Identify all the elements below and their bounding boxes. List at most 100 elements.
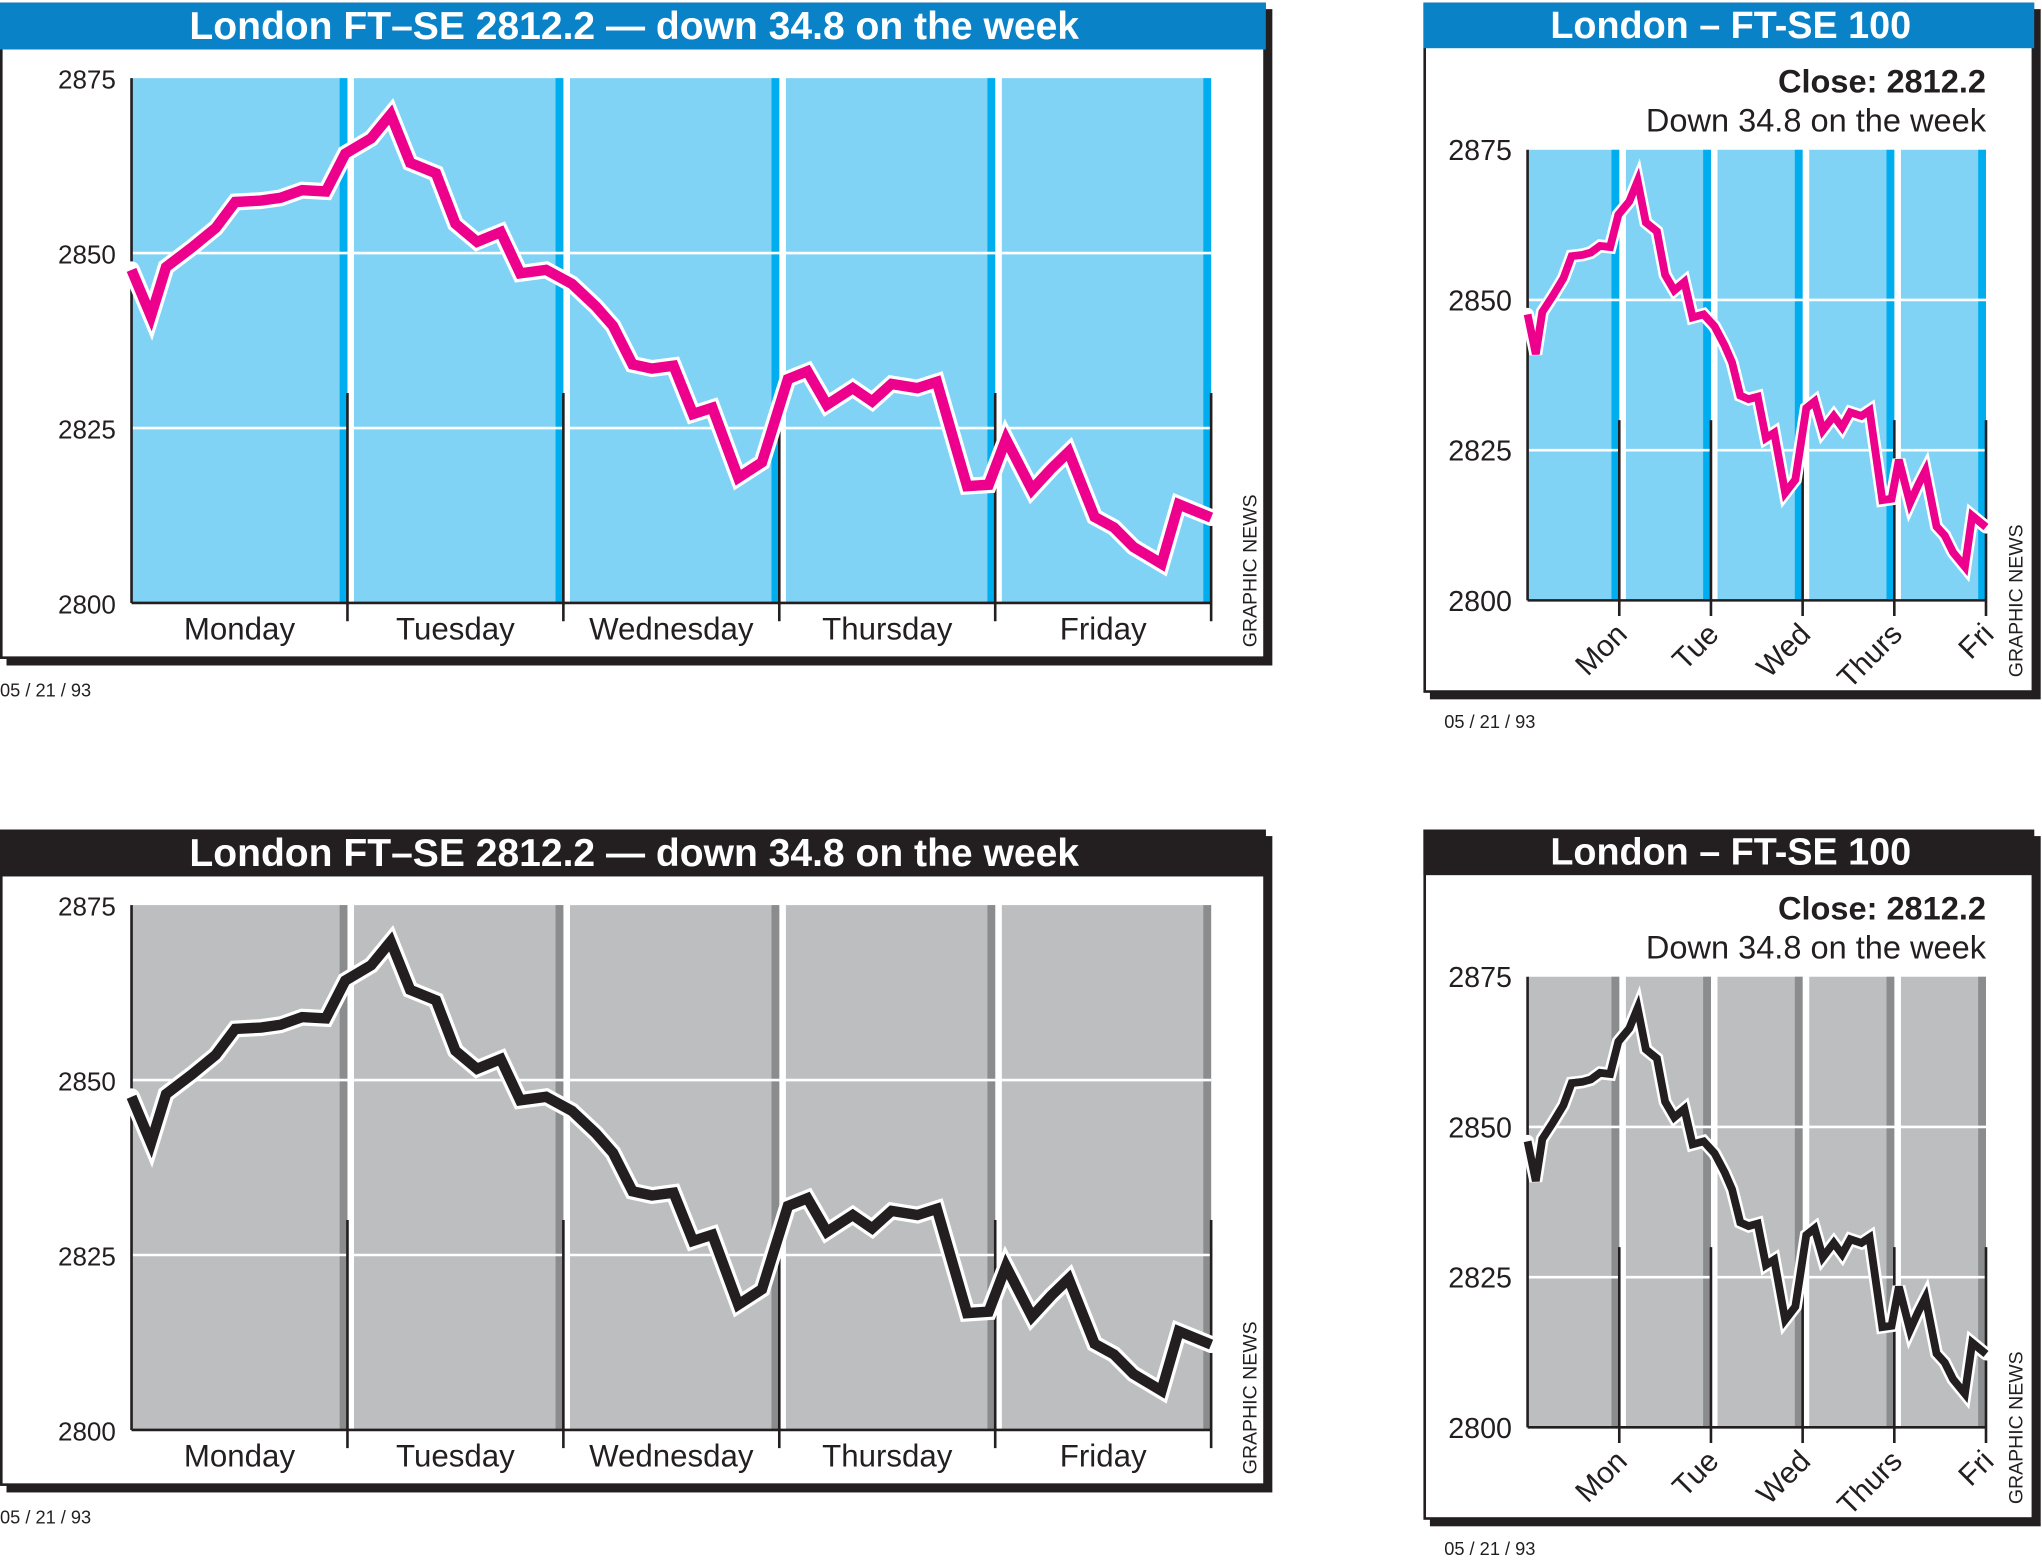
- day-end-strip: [1794, 976, 1803, 1428]
- day-gap: [1620, 149, 1626, 601]
- day-gap: [1895, 149, 1901, 601]
- credit-label: GRAPHIC NEWS: [2005, 1351, 2027, 1504]
- day-column: [1809, 149, 1895, 601]
- day-end-strip: [1978, 149, 1987, 601]
- credit-label: GRAPHIC NEWS: [1240, 494, 1262, 647]
- day-gap: [996, 905, 1002, 1430]
- date-label: 05 / 21 / 93: [1444, 711, 1535, 732]
- day-column: [785, 78, 996, 603]
- y-tick-label: 2850: [58, 1066, 116, 1096]
- day-end-strip: [987, 905, 996, 1430]
- day-end-strip: [1203, 78, 1212, 603]
- day-gap: [1620, 976, 1626, 1428]
- day-gap: [780, 78, 786, 603]
- y-tick-label: 2800: [58, 589, 116, 619]
- day-gap: [996, 78, 1002, 603]
- y-tick-label: 2875: [58, 892, 116, 922]
- date-label: 05 / 21 / 93: [1444, 1538, 1535, 1559]
- weekly-change: Down 34.8 on the week: [1646, 103, 1987, 139]
- day-column: [569, 78, 780, 603]
- y-tick-label: 2850: [1448, 1112, 1512, 1144]
- y-tick-label: 2875: [1448, 135, 1512, 167]
- x-category-label: Friday: [1060, 1438, 1147, 1473]
- chart-mono-narrow: London – FT-SE 100 Close: 2812.2 Down 34.8…: [1423, 829, 2041, 1559]
- day-column: [131, 78, 348, 603]
- y-tick-label: 2800: [1448, 1413, 1512, 1445]
- y-tick-label: 2875: [1448, 962, 1512, 994]
- chart-title: London FT–SE 2812.2 — down 34.8 on the w…: [189, 832, 1079, 875]
- day-gap: [348, 905, 354, 1430]
- day-end-strip: [1794, 149, 1803, 601]
- title-bar: [0, 2, 1266, 50]
- credit-label: GRAPHIC NEWS: [2005, 524, 2027, 677]
- x-category-label: Wednesday: [589, 1438, 754, 1473]
- y-tick-label: 2850: [58, 240, 116, 270]
- day-column: [131, 905, 348, 1430]
- x-category-label: Tuesday: [396, 611, 515, 646]
- y-tick-label: 2825: [1448, 1263, 1512, 1295]
- day-gap: [564, 78, 570, 603]
- day-end-strip: [1611, 976, 1620, 1428]
- date-label: 05 / 21 / 93: [0, 680, 91, 701]
- day-end-strip: [1203, 905, 1212, 1430]
- day-end-strip: [1978, 976, 1987, 1428]
- day-end-strip: [987, 78, 996, 603]
- day-column: [569, 905, 780, 1430]
- title-bar: [1423, 2, 2035, 49]
- y-tick-label: 2825: [58, 414, 116, 444]
- day-column: [785, 905, 996, 1430]
- title-bar: [0, 829, 1266, 877]
- day-gap: [1712, 149, 1718, 601]
- x-category-label: Tuesday: [396, 1438, 515, 1473]
- series-line-ftse100: [126, 931, 1214, 1399]
- day-end-strip: [1611, 149, 1620, 601]
- y-tick-label: 2825: [1448, 436, 1512, 468]
- day-end-strip: [555, 905, 564, 1430]
- title-bar: [1423, 829, 2035, 876]
- close-value: Close: 2812.2: [1778, 890, 1986, 926]
- y-tick-label: 2875: [58, 65, 116, 95]
- day-end-strip: [771, 905, 780, 1430]
- day-end-strip: [339, 78, 348, 603]
- day-end-strip: [771, 78, 780, 603]
- day-end-strip: [1703, 149, 1711, 601]
- chart-title: London – FT-SE 100: [1550, 5, 1911, 47]
- day-gap: [1803, 149, 1810, 601]
- series-line-ftse100: [1523, 994, 1989, 1404]
- day-end-strip: [339, 905, 348, 1430]
- x-category-label: Thursday: [822, 611, 953, 646]
- chart-color-wide: London FT–SE 2812.2 — down 34.8 on the w…: [0, 2, 1273, 701]
- day-column: [1527, 149, 1620, 601]
- day-column: [353, 78, 564, 603]
- day-end-strip: [1703, 976, 1711, 1428]
- date-label: 05 / 21 / 93: [0, 1507, 91, 1528]
- y-tick-label: 2800: [58, 1416, 116, 1446]
- x-category-label: Friday: [1060, 611, 1147, 646]
- series-line-ftse100: [1523, 167, 1989, 577]
- x-category-label: Monday: [184, 1438, 296, 1473]
- x-category-label: Wednesday: [589, 611, 754, 646]
- chart-color-narrow: London – FT-SE 100 Close: 2812.2 Down 34.8…: [1423, 2, 2041, 732]
- weekly-change: Down 34.8 on the week: [1646, 930, 1987, 966]
- close-value: Close: 2812.2: [1778, 63, 1986, 99]
- chart-title: London – FT-SE 100: [1550, 832, 1911, 874]
- day-gap: [348, 78, 354, 603]
- credit-label: GRAPHIC NEWS: [1240, 1321, 1262, 1474]
- day-gap: [1895, 976, 1901, 1428]
- day-column: [1527, 976, 1620, 1428]
- day-column: [353, 905, 564, 1430]
- day-column: [1809, 976, 1895, 1428]
- day-end-strip: [1886, 976, 1895, 1428]
- y-tick-label: 2800: [1448, 586, 1512, 618]
- series-line-ftse100: [126, 104, 1214, 572]
- chart-mono-wide: London FT–SE 2812.2 — down 34.8 on the w…: [0, 829, 1273, 1528]
- day-gap: [1803, 976, 1810, 1428]
- day-gap: [780, 905, 786, 1430]
- day-gap: [1712, 976, 1718, 1428]
- x-category-label: Monday: [184, 611, 296, 646]
- chart-title: London FT–SE 2812.2 — down 34.8 on the w…: [189, 5, 1079, 48]
- day-end-strip: [555, 78, 564, 603]
- day-end-strip: [1886, 149, 1895, 601]
- y-tick-label: 2825: [58, 1241, 116, 1271]
